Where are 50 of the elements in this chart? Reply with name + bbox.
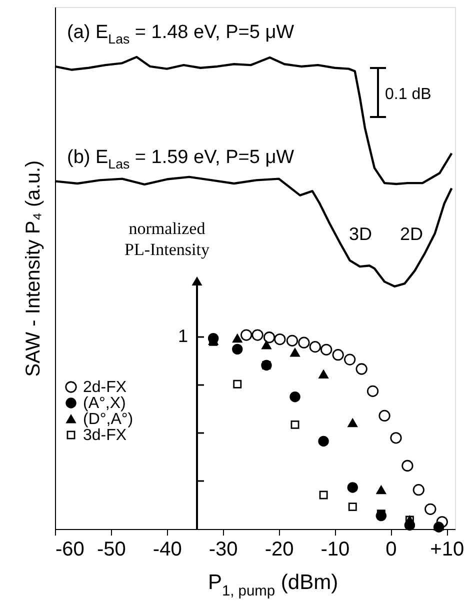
point bbox=[252, 329, 264, 341]
point bbox=[347, 482, 358, 493]
annotation: 2D bbox=[400, 224, 424, 244]
point bbox=[366, 385, 379, 397]
x-tick-label: -10 bbox=[320, 538, 350, 560]
point bbox=[318, 370, 328, 378]
point bbox=[286, 334, 298, 346]
point bbox=[424, 503, 436, 515]
point bbox=[274, 333, 286, 346]
point bbox=[309, 341, 321, 353]
point bbox=[319, 490, 328, 500]
x-tick-label: -40 bbox=[152, 538, 182, 560]
point bbox=[390, 432, 402, 444]
point bbox=[376, 486, 386, 494]
point bbox=[232, 344, 243, 355]
point bbox=[378, 410, 390, 422]
point bbox=[348, 418, 358, 428]
y-axis-title: SAW - Intensity P₄ (a.u.) bbox=[22, 160, 44, 377]
point bbox=[290, 348, 300, 357]
x-tick-label: -50 bbox=[96, 538, 126, 560]
legend-label: 3d-FX bbox=[83, 427, 127, 444]
point bbox=[402, 460, 414, 472]
point bbox=[233, 380, 242, 388]
point bbox=[298, 336, 310, 348]
x-tick-label: -60 bbox=[56, 538, 84, 560]
legend-label: (D°,A°) bbox=[83, 411, 134, 428]
legend-label: 2d-FX bbox=[83, 379, 127, 396]
point bbox=[344, 354, 356, 366]
point bbox=[376, 510, 387, 522]
x-tick-label: -30 bbox=[208, 538, 238, 560]
point bbox=[412, 484, 424, 496]
annotation: normalized PL-Intensity bbox=[124, 219, 210, 259]
x-tick-label: +10 bbox=[430, 538, 464, 560]
x-tick-label: 0 bbox=[386, 538, 397, 560]
point bbox=[318, 436, 329, 447]
legend-label: (A°,X) bbox=[83, 395, 126, 412]
annotation: 0.1 dB bbox=[385, 86, 432, 103]
point bbox=[262, 340, 272, 350]
x-tick-label: -20 bbox=[264, 538, 294, 560]
point bbox=[356, 363, 368, 375]
point bbox=[232, 334, 242, 343]
annotation: 3D bbox=[348, 224, 372, 244]
point bbox=[332, 349, 344, 361]
point bbox=[348, 502, 357, 512]
point bbox=[263, 332, 276, 344]
point bbox=[320, 344, 332, 356]
point bbox=[290, 392, 300, 402]
point bbox=[240, 329, 252, 341]
point bbox=[290, 420, 300, 429]
annotation: 1 bbox=[178, 326, 188, 346]
